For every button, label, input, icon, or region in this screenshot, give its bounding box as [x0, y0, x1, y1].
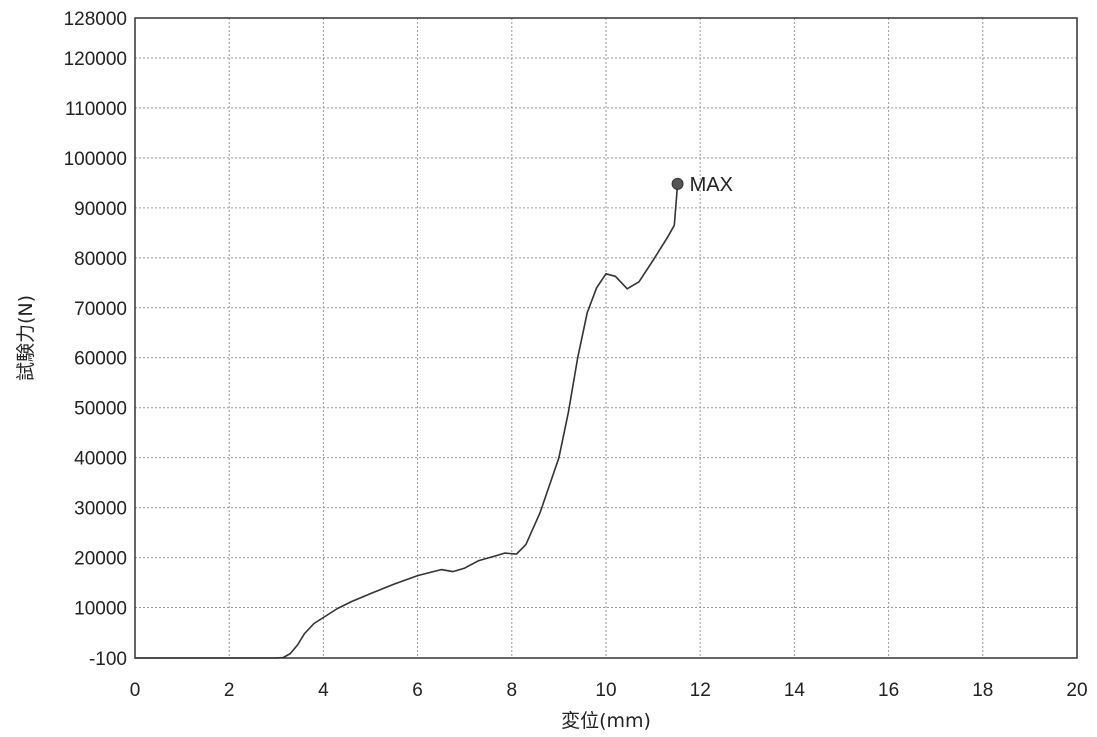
y-tick-label: 120000 [64, 49, 127, 70]
plot-area-frame [134, 17, 1078, 659]
y-axis-title: 試験力(N) [15, 295, 37, 381]
y-tick-label: 110000 [65, 99, 127, 120]
y-tick-label: 70000 [74, 299, 127, 320]
y-tick-label: 128000 [64, 9, 127, 30]
y-tick-label: 20000 [74, 549, 127, 570]
y-tick-label: 10000 [74, 599, 127, 620]
x-tick-label: 10 [595, 680, 616, 701]
x-tick-label: 20 [1066, 680, 1087, 701]
y-tick-label: 80000 [74, 249, 127, 270]
y-tick-label: 90000 [74, 199, 127, 220]
x-tick-label: 14 [784, 680, 806, 701]
y-tick-label: 40000 [74, 449, 127, 470]
x-axis-title: 変位(mm) [561, 710, 651, 732]
y-tick-label: 60000 [74, 349, 127, 370]
x-axis-ticks: 0 2 4 6 8 10 12 14 16 18 20 [130, 680, 1088, 701]
x-tick-label: 4 [318, 680, 329, 701]
x-tick-label: 16 [878, 680, 899, 701]
y-tick-label: 100000 [64, 149, 127, 170]
x-tick-label: 12 [690, 680, 711, 701]
max-annotation-label: MAX [690, 174, 733, 196]
y-tick-label: -100 [89, 649, 127, 670]
y-tick-label: 30000 [74, 499, 127, 520]
grid [135, 18, 1077, 658]
x-tick-label: 6 [412, 680, 423, 701]
x-tick-label: 8 [507, 680, 518, 701]
y-axis-ticks: -100 10000 20000 30000 40000 50000 60000 70000 8… [64, 9, 127, 670]
x-tick-label: 18 [972, 680, 993, 701]
x-tick-label: 0 [130, 680, 141, 701]
x-tick-label: 2 [224, 680, 235, 701]
y-tick-label: 50000 [74, 399, 127, 420]
max-point-marker [671, 177, 684, 190]
series-line [135, 183, 679, 659]
